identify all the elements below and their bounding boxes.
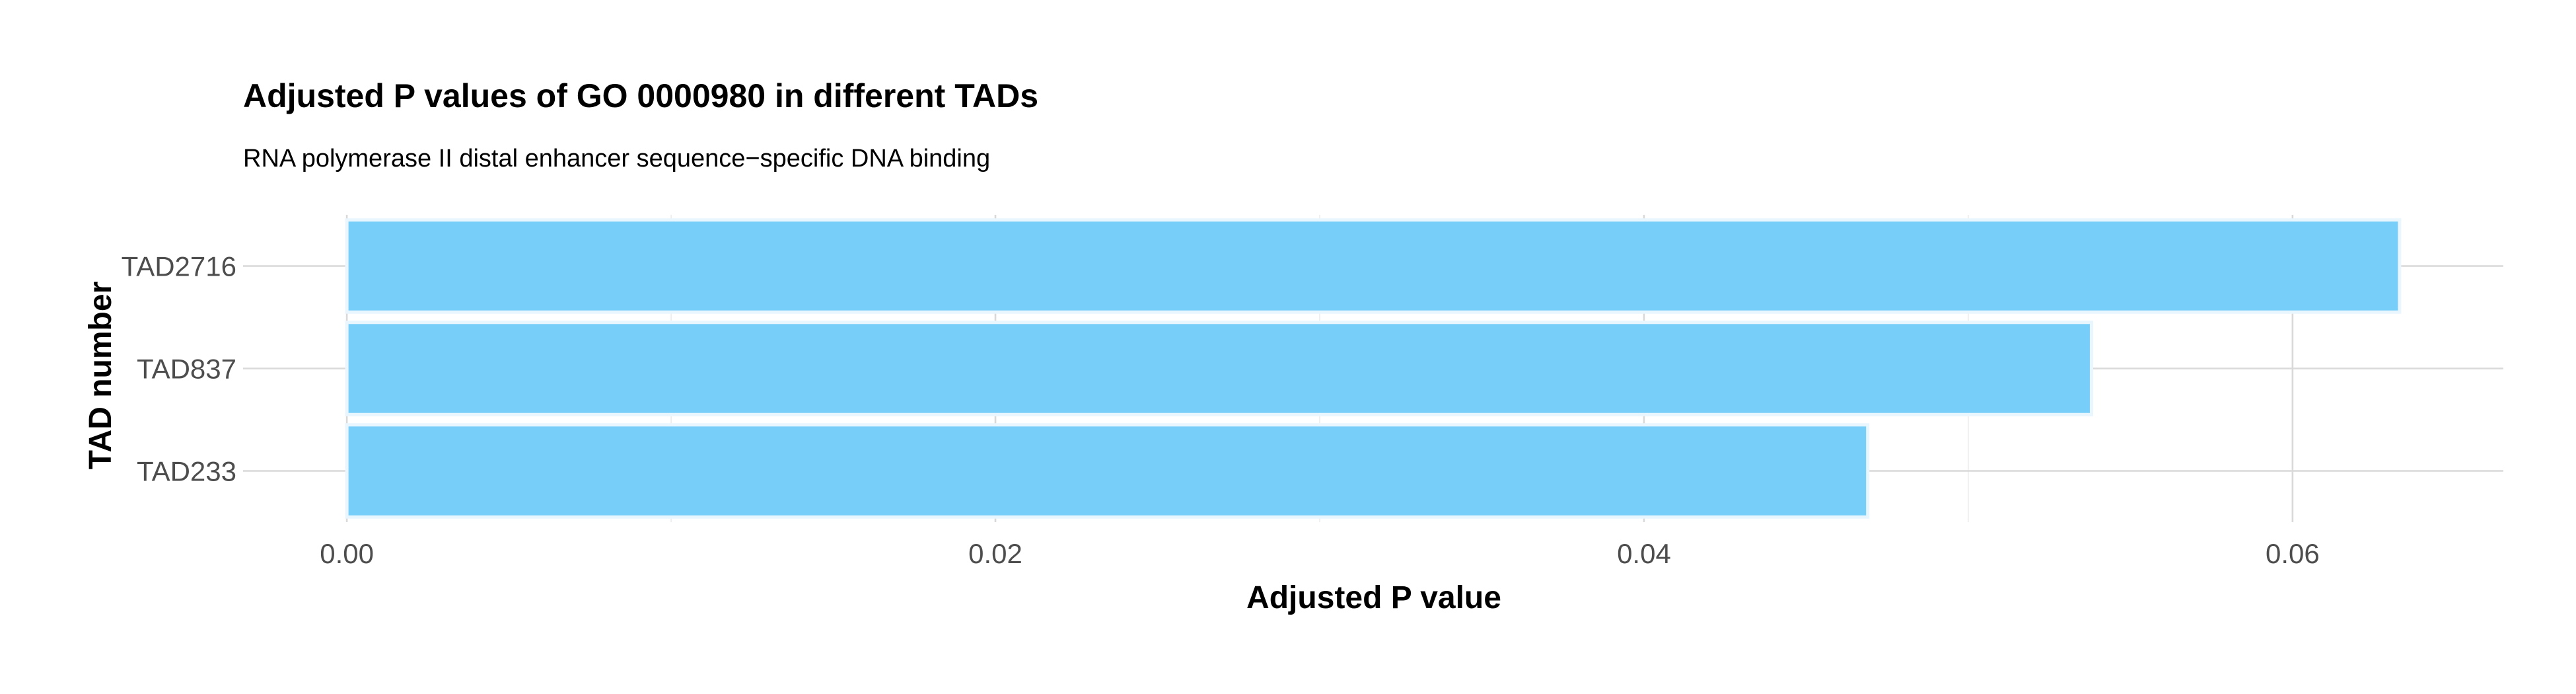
x-axis-title: Adjusted P value xyxy=(1246,580,1501,615)
bar-tad2716 xyxy=(345,218,2402,314)
x-tick-label: 0.02 xyxy=(968,538,1022,569)
x-tick-label: 0.06 xyxy=(2266,538,2320,569)
x-tick-labels: 0.00 0.02 0.04 0.06 xyxy=(320,538,2320,569)
y-tick-label: TAD2716 xyxy=(122,251,236,282)
chart-title: Adjusted P values of GO 0000980 in diffe… xyxy=(243,77,1038,114)
y-tick-labels: TAD2716 TAD837 TAD233 xyxy=(122,251,236,487)
y-tick-label: TAD837 xyxy=(137,354,236,385)
bar-tad233 xyxy=(345,423,1870,519)
x-tick-label: 0.04 xyxy=(1617,538,1671,569)
bar-tad837 xyxy=(345,321,2093,416)
bars xyxy=(345,218,2402,519)
y-axis-title: TAD number xyxy=(83,282,118,469)
chart-subtitle: RNA polymerase II distal enhancer sequen… xyxy=(243,145,990,173)
x-tick-label: 0.00 xyxy=(320,538,374,569)
y-tick-label: TAD233 xyxy=(137,456,236,487)
